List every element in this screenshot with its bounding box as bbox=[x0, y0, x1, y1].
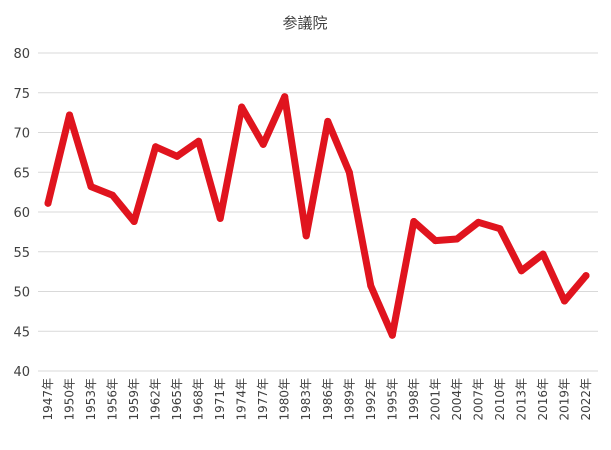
data-point bbox=[109, 191, 117, 199]
x-tick-label: 1956年 bbox=[106, 378, 120, 421]
x-tick-label: 1947年 bbox=[41, 378, 55, 421]
data-point bbox=[152, 143, 160, 151]
y-tick-label: 45 bbox=[13, 325, 30, 340]
data-point bbox=[324, 117, 332, 125]
y-tick-label: 65 bbox=[13, 166, 30, 181]
y-tick-label: 60 bbox=[13, 206, 30, 221]
x-tick-label: 2001年 bbox=[428, 378, 442, 421]
x-tick-label: 1953年 bbox=[84, 378, 98, 421]
x-tick-label: 2010年 bbox=[493, 378, 507, 421]
x-tick-label: 1983年 bbox=[299, 378, 313, 421]
data-point bbox=[517, 267, 525, 275]
data-point bbox=[539, 250, 547, 258]
x-tick-label: 1959年 bbox=[127, 378, 141, 421]
data-point bbox=[474, 218, 482, 226]
data-point bbox=[582, 272, 590, 280]
x-tick-label: 1962年 bbox=[149, 378, 163, 421]
x-tick-label: 1965年 bbox=[170, 378, 184, 421]
x-tick-label: 1998年 bbox=[407, 378, 421, 421]
data-point bbox=[345, 168, 353, 176]
data-point bbox=[453, 235, 461, 243]
y-tick-label: 75 bbox=[13, 87, 30, 102]
x-tick-label: 1968年 bbox=[192, 378, 206, 421]
data-point bbox=[44, 199, 52, 207]
x-tick-label: 1986年 bbox=[321, 378, 335, 421]
x-tick-label: 2019年 bbox=[558, 378, 572, 421]
data-point bbox=[431, 237, 439, 245]
x-tick-label: 1974年 bbox=[235, 378, 249, 421]
data-point bbox=[410, 218, 418, 226]
y-axis-ticks: 40 45 50 55 60 65 70 75 80 bbox=[13, 47, 30, 380]
data-point bbox=[560, 297, 568, 305]
x-tick-label: 2004年 bbox=[450, 378, 464, 421]
data-point bbox=[388, 331, 396, 339]
x-tick-label: 1980年 bbox=[278, 378, 292, 421]
y-tick-label: 80 bbox=[13, 47, 30, 62]
x-tick-label: 1971年 bbox=[213, 378, 227, 421]
data-point bbox=[87, 183, 95, 191]
data-point bbox=[195, 137, 203, 145]
x-tick-label: 1950年 bbox=[63, 378, 77, 421]
data-point bbox=[66, 111, 74, 119]
series-layer bbox=[44, 93, 590, 339]
data-point bbox=[367, 282, 375, 290]
y-tick-label: 70 bbox=[13, 127, 30, 142]
x-tick-label: 1977年 bbox=[256, 378, 270, 421]
data-point bbox=[259, 140, 267, 148]
x-tick-label: 2016年 bbox=[536, 378, 550, 421]
y-tick-label: 55 bbox=[13, 246, 30, 261]
data-point bbox=[302, 232, 310, 240]
x-axis-ticks: 1947年 1950年 1953年 1956年 1959年 1962年 1965年 1968年… bbox=[41, 378, 593, 421]
series-line bbox=[44, 93, 590, 339]
data-point bbox=[173, 152, 181, 160]
y-tick-label: 50 bbox=[13, 286, 30, 301]
x-tick-label: 2013年 bbox=[514, 378, 528, 421]
data-point bbox=[216, 214, 224, 222]
x-tick-label: 2007年 bbox=[471, 378, 485, 421]
y-tick-label: 40 bbox=[13, 365, 30, 380]
data-point bbox=[496, 225, 504, 233]
data-point bbox=[281, 93, 289, 101]
x-tick-label: 2022年 bbox=[579, 378, 593, 421]
data-point bbox=[130, 218, 138, 226]
chart-title: 参議院 bbox=[282, 14, 327, 32]
data-point bbox=[238, 103, 246, 111]
x-tick-label: 1989年 bbox=[342, 378, 356, 421]
x-tick-label: 1995年 bbox=[385, 378, 399, 421]
x-tick-label: 1992年 bbox=[364, 378, 378, 421]
